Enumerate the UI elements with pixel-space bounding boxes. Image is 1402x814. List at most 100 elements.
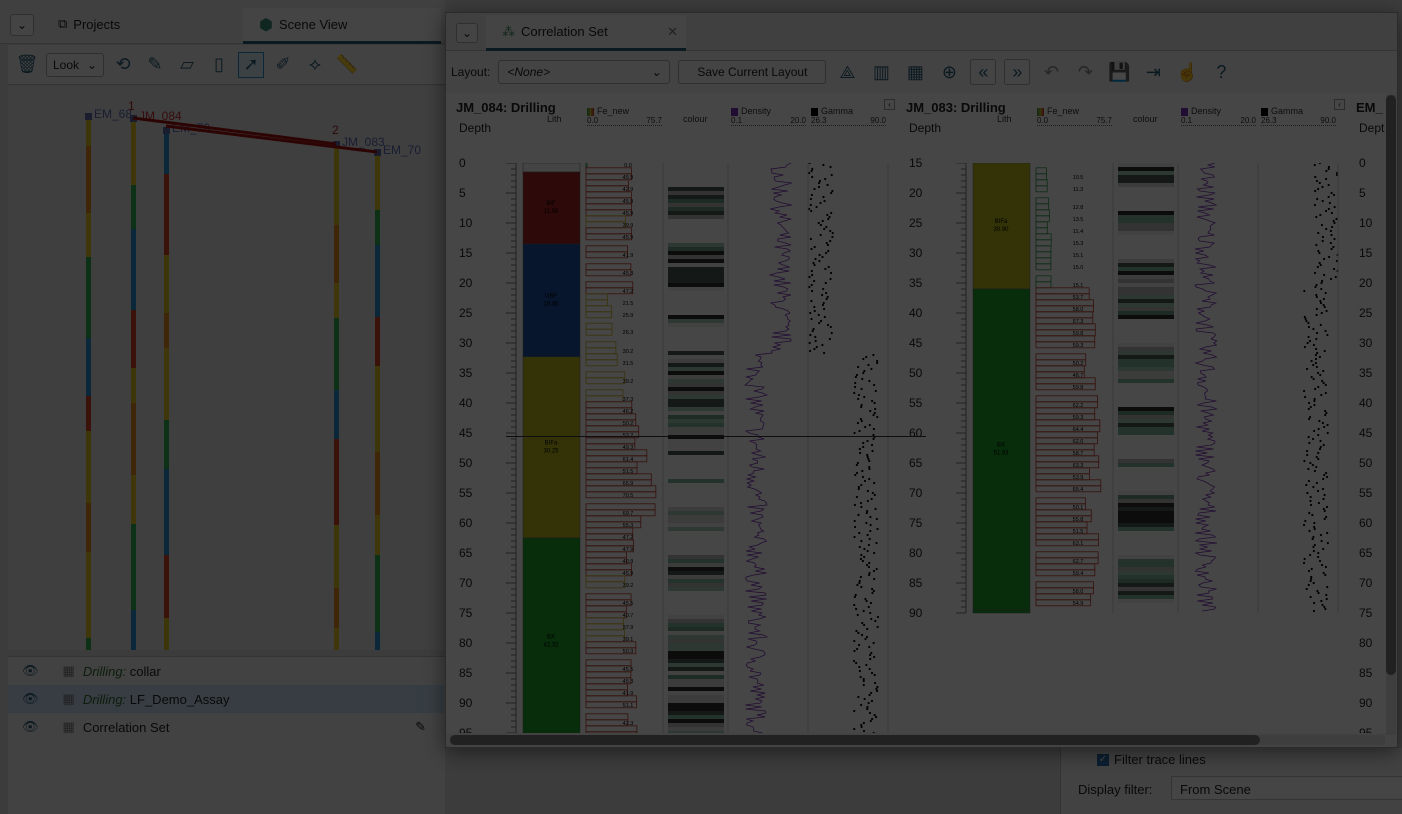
lith-interval[interactable] [522, 356, 581, 539]
lith-interval[interactable] [522, 243, 581, 358]
vertical-scrollbar-thumb[interactable] [1386, 95, 1396, 675]
fe-bar [1035, 383, 1096, 391]
gamma-point [859, 675, 862, 679]
gamma-point [1323, 349, 1326, 353]
lith-interval[interactable] [522, 163, 581, 173]
save-icon[interactable]: 💾 [1108, 61, 1131, 82]
eye-icon[interactable]: 👁 [22, 719, 39, 734]
column-header[interactable]: colour [1133, 114, 1158, 124]
tree-item[interactable]: 👁 ▦ Drilling: collar [8, 657, 444, 685]
column-header[interactable]: Lith [997, 114, 1012, 124]
gamma-point [855, 471, 859, 475]
redo-icon[interactable]: ↷ [1077, 61, 1093, 82]
fe-bar [1035, 401, 1099, 409]
lith-interval[interactable] [972, 288, 1031, 611]
gamma-point [853, 503, 856, 507]
gamma-point [818, 253, 821, 257]
lith-interval[interactable] [972, 163, 1031, 290]
drillhole-segment [334, 525, 339, 588]
gamma-point [871, 587, 874, 591]
gamma-point [868, 477, 871, 481]
tree-item[interactable]: 👁 ▦ Correlation Set ✎ [8, 713, 444, 741]
horizontal-scrollbar[interactable] [450, 735, 1385, 745]
gamma-point [869, 409, 872, 413]
gamma-point [822, 301, 825, 305]
colour-band [668, 723, 724, 727]
3d-view-icon[interactable]: ⊕ [941, 61, 957, 82]
export-icon[interactable]: ⇥ [1145, 61, 1161, 82]
delete-icon[interactable]: 🗑 [15, 54, 39, 74]
eye-icon[interactable]: 👁 [22, 663, 39, 678]
column-header[interactable]: Fe_new 0.0 75.7 [587, 106, 662, 126]
depth-tick-label: 15 [1359, 246, 1373, 260]
tab-scene-view[interactable]: ⬢ Scene View [243, 8, 441, 44]
gamma-point [830, 331, 833, 335]
depth-tick-label: 0 [1359, 156, 1366, 170]
draw-line-icon[interactable]: ✐ [275, 54, 291, 74]
trace-lines-icon[interactable]: ⟁ [839, 61, 856, 82]
column-header[interactable]: colour [683, 114, 708, 124]
gamma-point [874, 715, 878, 719]
tab-correlation-set[interactable]: ⁂ Correlation Set ✕ [486, 15, 686, 51]
gamma-point [1319, 373, 1322, 377]
fe-bar [585, 305, 613, 313]
gamma-point [1322, 507, 1325, 511]
density-trace [743, 163, 792, 733]
gamma-point [1327, 167, 1330, 171]
vertical-scrollbar[interactable] [1386, 95, 1396, 735]
close-icon[interactable]: ✕ [667, 23, 678, 39]
filter-trace-lines-checkbox[interactable]: ✓ Filter trace lines [1097, 752, 1206, 767]
help-icon[interactable]: ? [1216, 61, 1227, 82]
eye-icon[interactable]: 👁 [22, 691, 39, 706]
undo-icon[interactable]: ↶ [1043, 61, 1059, 82]
touch-mode-icon[interactable]: ☝ [1176, 61, 1199, 82]
rotate-plane-icon[interactable]: ⟲ [115, 54, 131, 74]
layout-dropdown[interactable]: <None> ⌄ [498, 60, 671, 84]
colour-band [668, 283, 724, 287]
gamma-point [823, 351, 826, 355]
gamma-point [865, 355, 868, 359]
save-current-layout-button[interactable]: Save Current Layout [678, 60, 827, 84]
gamma-point [873, 493, 876, 497]
lith-interval[interactable] [972, 609, 1031, 614]
colour-band [1118, 363, 1174, 367]
gamma-point [1309, 579, 1312, 583]
move-plane-icon[interactable]: ▱ [180, 54, 194, 74]
fe-bar [1035, 443, 1095, 451]
column-scale: 26.3 90.0 [1261, 116, 1336, 126]
display-filter-dropdown[interactable]: From Scene [1171, 776, 1402, 800]
tree-item[interactable]: 👁 ▦ Drilling: LF_Demo_Assay [8, 685, 444, 713]
pane-menu-button[interactable]: ⌄ [10, 14, 34, 36]
column-header[interactable]: Fe_new 0.0 75.7 [1037, 106, 1112, 126]
gamma-point [809, 311, 812, 315]
scroll-left-icon[interactable]: « [970, 59, 997, 85]
ruler-icon[interactable]: 📏 [335, 54, 359, 74]
table-icon[interactable]: ▦ [906, 61, 924, 82]
gamma-point [854, 381, 857, 385]
fe-bar [1035, 167, 1047, 175]
gamma-point [1317, 591, 1320, 595]
scroll-right-icon[interactable]: » [1004, 59, 1031, 85]
select-arrow-icon[interactable]: ➚ [238, 51, 264, 78]
depth-cursor-line [506, 436, 926, 437]
gamma-point [1307, 325, 1311, 329]
tab-projects[interactable]: ⧉ Projects [58, 16, 121, 32]
gamma-point [1322, 369, 1325, 373]
column-header[interactable]: Density 0.1 20.0 [1181, 106, 1256, 126]
column-header[interactable]: Gamma 26.3 90.0 [811, 106, 886, 126]
horizontal-scrollbar-thumb[interactable] [450, 735, 1260, 745]
window-menu-button[interactable]: ⌄ [456, 23, 478, 43]
edit-plane-icon[interactable]: ⟡ [309, 54, 321, 74]
gamma-point [865, 635, 869, 639]
look-dropdown[interactable]: Look ⌄ [46, 52, 104, 77]
column-header[interactable]: Density 0.1 20.0 [731, 106, 806, 126]
column-header[interactable]: Lith [547, 114, 562, 124]
lith-interval[interactable] [522, 171, 581, 245]
edit-pencil-icon[interactable]: ✎ [415, 719, 426, 734]
align-holes-icon[interactable]: ▥ [872, 61, 890, 82]
gamma-point [1315, 465, 1318, 469]
draw-slice-icon[interactable]: ✎ [147, 54, 163, 74]
column-header[interactable]: Gamma 26.3 90.0 [1261, 106, 1336, 126]
box-icon[interactable]: ▯ [214, 54, 224, 74]
